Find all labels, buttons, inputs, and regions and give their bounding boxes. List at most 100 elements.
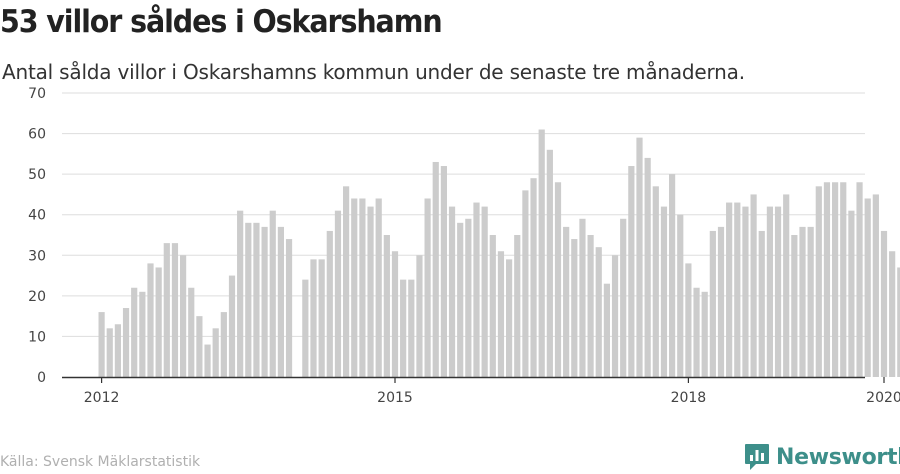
bar	[228, 275, 236, 377]
bar	[147, 263, 154, 377]
bar	[823, 182, 831, 377]
bar	[758, 230, 765, 377]
bar	[774, 206, 782, 377]
bar	[693, 287, 700, 377]
bar	[506, 259, 513, 377]
bar	[212, 328, 219, 377]
chart-subtitle: Antal sålda villor i Oskarshamns kommun …	[2, 60, 745, 84]
bar	[514, 235, 521, 377]
x-tick-label: 2018	[671, 390, 707, 406]
bar	[131, 287, 138, 377]
bar	[188, 287, 195, 377]
bar	[538, 129, 545, 377]
bar	[799, 226, 806, 377]
bar	[351, 198, 358, 377]
bar	[253, 222, 260, 377]
bar	[497, 251, 505, 377]
bar	[848, 210, 855, 377]
bar	[285, 239, 293, 377]
x-tick-label: 2012	[84, 390, 120, 406]
bar	[269, 210, 276, 377]
bar	[783, 194, 790, 377]
bar	[726, 202, 733, 377]
bar	[139, 291, 146, 377]
bar	[155, 267, 162, 377]
source-note: Källa: Svensk Mäklarstatistik	[0, 454, 201, 470]
x-tick-label: 2020	[866, 390, 900, 406]
bar	[481, 206, 488, 377]
bar	[408, 279, 415, 377]
y-tick-label: 70	[28, 86, 46, 102]
bar	[400, 279, 407, 377]
bar	[889, 251, 896, 377]
bar	[611, 255, 619, 377]
bar	[546, 149, 553, 377]
bar	[717, 226, 725, 377]
bar	[554, 182, 562, 377]
bar	[856, 182, 863, 377]
bar	[880, 230, 888, 377]
bar	[864, 198, 871, 377]
bar	[261, 226, 268, 377]
bar	[359, 198, 366, 377]
y-tick-label: 0	[37, 370, 46, 386]
bar	[465, 218, 472, 377]
y-tick-label: 20	[28, 289, 46, 305]
bar	[677, 214, 684, 377]
bar	[742, 206, 749, 377]
bar	[628, 166, 635, 377]
bar	[530, 178, 537, 377]
bar	[872, 194, 879, 377]
bar	[106, 328, 113, 377]
bar	[367, 206, 374, 377]
bar	[652, 186, 659, 377]
bar	[571, 239, 578, 377]
bar	[579, 218, 586, 377]
bar	[432, 161, 439, 377]
bar	[98, 312, 105, 377]
bar	[122, 308, 130, 377]
chart-title: 53 villor såldes i Oskarshamn	[0, 4, 443, 40]
bar	[489, 235, 496, 377]
bar	[807, 226, 814, 377]
bar	[424, 198, 431, 377]
bar	[709, 230, 716, 377]
bar	[815, 186, 822, 377]
bar	[522, 190, 529, 377]
bar	[734, 202, 741, 377]
bar	[669, 174, 676, 377]
bar	[343, 186, 350, 377]
bar	[391, 251, 399, 377]
bar	[277, 226, 284, 377]
bar	[171, 243, 179, 377]
bar	[204, 344, 211, 377]
bar	[416, 255, 423, 377]
bar	[245, 222, 252, 377]
y-tick-label: 60	[28, 127, 46, 143]
bar	[334, 210, 342, 377]
bar	[766, 206, 773, 377]
bar	[660, 206, 668, 377]
bar	[163, 243, 170, 377]
bar	[302, 279, 309, 377]
bar	[603, 283, 610, 377]
bar	[685, 263, 692, 377]
bar	[750, 194, 757, 377]
bar	[375, 198, 382, 377]
bar	[440, 166, 447, 377]
bar	[473, 202, 480, 377]
bar	[636, 137, 643, 377]
bar	[237, 210, 244, 377]
bar	[840, 182, 847, 377]
bar	[310, 259, 317, 377]
x-tick-label: 2015	[377, 390, 413, 406]
y-tick-label: 10	[28, 329, 46, 345]
bar	[701, 291, 708, 377]
brand-logo[interactable]: Newsworthy	[744, 442, 900, 472]
bar	[220, 312, 227, 377]
bar	[791, 235, 798, 377]
y-tick-label: 40	[28, 208, 46, 224]
brand-name: Newsworthy	[776, 444, 900, 470]
bar	[457, 222, 464, 377]
